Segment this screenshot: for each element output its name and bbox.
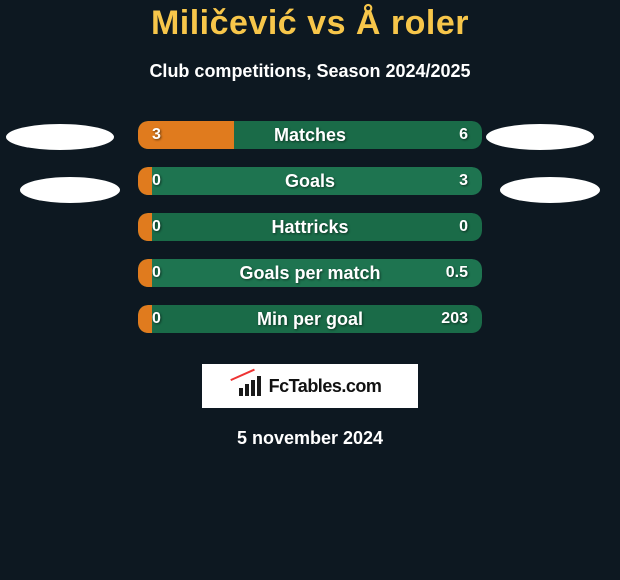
stat-bar-bg [138, 167, 482, 195]
stat-value-left: 0 [152, 167, 161, 195]
ellipse-icon [500, 177, 600, 203]
stat-value-right: 203 [441, 305, 468, 333]
bars-icon [239, 376, 263, 396]
stat-value-right: 0 [459, 213, 468, 241]
stat-bar-bg [138, 259, 482, 287]
stat-row: 0203Min per goal [0, 296, 620, 342]
brand-logo: FcTables.com [202, 364, 418, 408]
page-subtitle: Club competitions, Season 2024/2025 [0, 61, 620, 82]
stat-bar-fill [138, 259, 152, 287]
comparison-card: Miličević vs Å roler Club competitions, … [0, 0, 620, 580]
stat-bar: 00.5Goals per match [138, 259, 482, 287]
stat-value-right: 6 [459, 121, 468, 149]
stat-value-right: 0.5 [446, 259, 468, 287]
stat-bar-bg [138, 305, 482, 333]
stat-value-left: 3 [152, 121, 161, 149]
stat-bar-fill [138, 213, 152, 241]
stat-bar: 0203Min per goal [138, 305, 482, 333]
snapshot-date: 5 november 2024 [0, 428, 620, 449]
brand-logo-inner: FcTables.com [239, 376, 382, 397]
ellipse-icon [20, 177, 120, 203]
stat-value-right: 3 [459, 167, 468, 195]
page-title: Miličević vs Å roler [0, 0, 620, 43]
brand-logo-text: FcTables.com [269, 376, 382, 397]
stat-bar: 00Hattricks [138, 213, 482, 241]
stat-value-left: 0 [152, 213, 161, 241]
stat-row: 00.5Goals per match [0, 250, 620, 296]
stat-bar-fill [138, 305, 152, 333]
ellipse-icon [6, 124, 114, 150]
ellipse-icon [486, 124, 594, 150]
stat-bar-bg [138, 213, 482, 241]
stat-bar: 36Matches [138, 121, 482, 149]
stat-value-left: 0 [152, 305, 161, 333]
stat-value-left: 0 [152, 259, 161, 287]
stat-bar: 03Goals [138, 167, 482, 195]
stat-bar-fill [138, 167, 152, 195]
stat-row: 00Hattricks [0, 204, 620, 250]
